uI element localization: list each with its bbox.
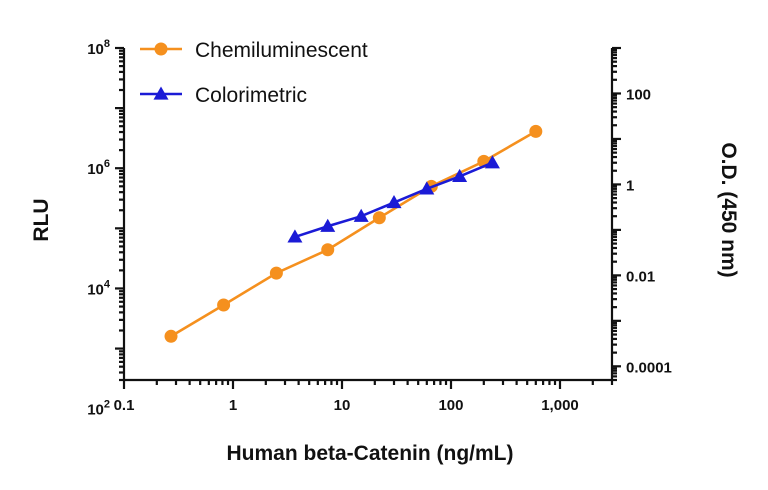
y2-tick-label: 100 <box>626 86 651 103</box>
data-point-colorimetric <box>320 218 336 232</box>
data-point-chemiluminescent <box>529 124 543 138</box>
data-point-colorimetric <box>452 168 468 183</box>
y-tick-label: 106 <box>87 158 110 178</box>
data-point-colorimetric <box>419 181 435 195</box>
data-point-chemiluminescent <box>269 266 283 280</box>
data-point-colorimetric <box>484 155 500 169</box>
data-point-chemiluminescent <box>372 211 386 225</box>
x-tick-label: 0.1 <box>114 397 135 414</box>
x-tick-label: 10 <box>334 397 351 414</box>
y2-tick-label: 0.0001 <box>626 359 672 376</box>
y-tick-label: 102 <box>87 399 110 419</box>
data-point-colorimetric <box>353 208 369 222</box>
legend-label: Colorimetric <box>195 84 307 107</box>
y2-tick-label: 1 <box>626 177 634 194</box>
y-axis-title: RLU <box>30 198 53 241</box>
legend-marker <box>154 42 168 56</box>
legend: Chemiluminescent Colorimetric <box>140 39 368 107</box>
data-point-chemiluminescent <box>164 329 178 343</box>
x-tick-label: 1 <box>229 397 237 414</box>
axes: 0.1 1 10 100 1,000 102 104 106 108 0.0001 0.01 1 100 <box>87 38 672 419</box>
data-point-chemiluminescent <box>217 298 231 312</box>
legend-marker <box>153 86 169 100</box>
x-tick-label: 100 <box>438 397 463 414</box>
data-point-chemiluminescent <box>321 243 335 257</box>
y-tick-label: 108 <box>87 38 110 58</box>
data-point-colorimetric <box>287 229 303 243</box>
x-axis-title: Human beta-Catenin (ng/mL) <box>227 442 514 465</box>
data-point-colorimetric <box>386 195 402 209</box>
x-tick-label: 1,000 <box>541 397 579 414</box>
y-tick-label: 104 <box>87 278 111 298</box>
y2-tick-label: 0.01 <box>626 268 655 285</box>
legend-label: Chemiluminescent <box>195 39 368 62</box>
series-layer <box>164 124 543 343</box>
series-line-chemiluminescent <box>170 130 537 338</box>
y2-axis-title: O.D. (450 nm) <box>717 142 740 277</box>
